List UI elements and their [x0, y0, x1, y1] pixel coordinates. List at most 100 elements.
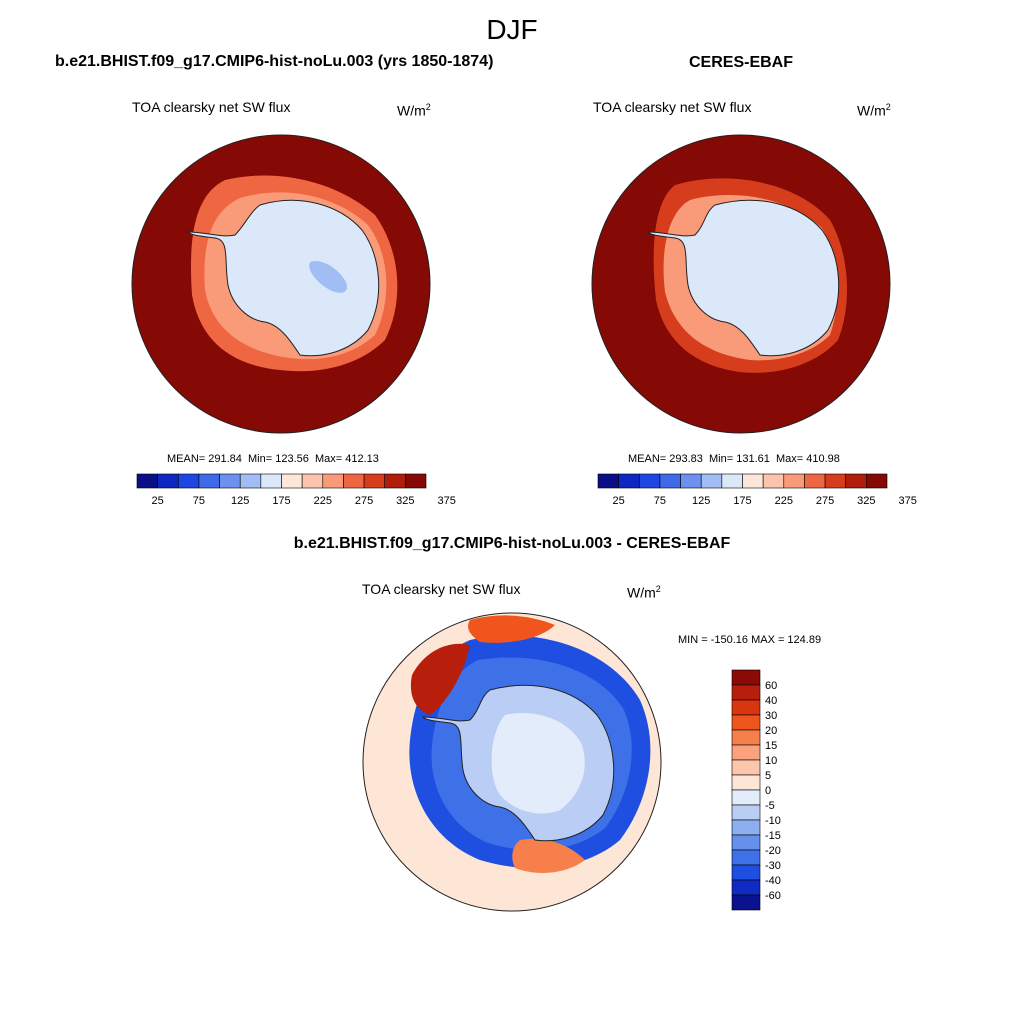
- obs-colorbar-tick-label: 225: [775, 495, 793, 507]
- obs-colorbar: 25 75 125 175 225 275 325 375: [597, 473, 917, 507]
- obs-colorbar-tick-label: 125: [692, 495, 710, 507]
- obs-colorbar-box: [783, 473, 805, 489]
- diff-colorbar-tick-label: 15: [765, 740, 777, 752]
- model-colorbar-box: [260, 473, 282, 489]
- diff-colorbar-box: [731, 864, 761, 881]
- diff-colorbar: 60 40 30 20 15 10 5 0 -5 -10 -15 -20 -30 -40 -60: [731, 669, 781, 911]
- model-colorbar-tick-label: 25: [152, 495, 164, 507]
- diff-units-base: W/m: [627, 584, 656, 601]
- model-colorbar: 25 75 125 175 225 275 325 375: [136, 473, 456, 507]
- obs-colorbar-tick-label: 375: [898, 495, 916, 507]
- diff-colorbar-box: [731, 819, 761, 836]
- obs-units-base: W/m: [857, 102, 886, 119]
- diff-colorbar-tick-label: -60: [765, 890, 781, 902]
- model-colorbar-box: [198, 473, 220, 489]
- obs-map-border: [591, 134, 891, 434]
- model-colorbar-box: [281, 473, 303, 489]
- model-stats: MEAN= 291.84 Min= 123.56 Max= 412.13: [167, 453, 379, 465]
- diff-colorbar-box: [731, 804, 761, 821]
- diff-colorbar-box: [731, 759, 761, 776]
- diff-colorbar-box: [731, 879, 761, 896]
- obs-colorbar-tick-label: 25: [613, 495, 625, 507]
- obs-colorbar-box: [845, 473, 867, 489]
- model-plateau: [309, 261, 348, 293]
- diff-colorbar-box: [731, 714, 761, 731]
- obs-stats: MEAN= 293.83 Min= 131.61 Max= 410.98: [628, 453, 840, 465]
- obs-coastline: [647, 199, 840, 357]
- diff-colorbar-tick-label: -5: [765, 800, 775, 812]
- diff-panel-title: b.e21.BHIST.f09_g17.CMIP6-hist-noLu.003 …: [293, 535, 731, 552]
- diff-colorbar-box: [731, 729, 761, 746]
- diff-colorbar-tick-label: -40: [765, 875, 781, 887]
- diff-colorbar-box: [731, 834, 761, 851]
- diff-colorbar-box: [731, 894, 761, 911]
- model-variable-label: TOA clearsky net SW flux: [132, 99, 291, 115]
- obs-colorbar-box: [762, 473, 785, 489]
- diff-variable-label: TOA clearsky net SW flux: [362, 581, 521, 597]
- obs-colorbar-box: [721, 473, 743, 489]
- model-colorbar-box: [405, 473, 427, 489]
- diff-coastline: [422, 684, 615, 842]
- model-colorbar-box: [384, 473, 406, 489]
- model-colorbar-box: [136, 473, 158, 489]
- model-panel-title: b.e21.BHIST.f09_g17.CMIP6-hist-noLu.003 …: [55, 53, 494, 70]
- diff-map: [363, 613, 661, 911]
- diff-colorbar-tick-label: -10: [765, 815, 781, 827]
- model-units-exp: 2: [425, 102, 431, 112]
- diff-colorbar-box: [731, 744, 761, 761]
- model-colorbar-tick-label: 125: [231, 495, 249, 507]
- model-map: [132, 135, 430, 433]
- model-colorbar-tick-label: 175: [272, 495, 290, 507]
- diff-colorbar-box: [731, 849, 761, 866]
- model-continent: [188, 200, 379, 356]
- obs-colorbar-tick-label: 175: [733, 495, 751, 507]
- obs-colorbar-box: [680, 473, 702, 489]
- obs-colorbar-box: [659, 473, 681, 489]
- model-colorbar-box: [239, 473, 262, 489]
- model-colorbar-box: [343, 473, 365, 489]
- obs-colorbar-box: [700, 473, 723, 489]
- diff-colorbar-box: [731, 669, 761, 686]
- diff-units: W/m2: [627, 584, 661, 601]
- obs-map: [592, 135, 890, 433]
- model-colorbar-box: [322, 473, 344, 489]
- diff-colorbar-box: [731, 774, 761, 791]
- obs-colorbar-tick-label: 75: [654, 495, 666, 507]
- obs-continent: [648, 200, 839, 356]
- diff-colorbar-tick-label: -15: [765, 830, 781, 842]
- diff-colorbar-tick-label: -30: [765, 860, 781, 872]
- model-coastline: [187, 199, 380, 357]
- model-units: W/m2: [397, 102, 431, 119]
- model-colorbar-tick-label: 75: [193, 495, 205, 507]
- obs-colorbar-box: [866, 473, 888, 489]
- diff-colorbar-box: [731, 699, 761, 716]
- diff-positive-patch-west: [410, 643, 470, 715]
- obs-variable-label: TOA clearsky net SW flux: [593, 99, 752, 115]
- obs-colorbar-box: [597, 473, 619, 489]
- obs-colorbar-box: [804, 473, 826, 489]
- model-colorbar-tick-label: 275: [355, 495, 373, 507]
- diff-colorbar-box: [731, 684, 761, 701]
- obs-colorbar-box: [824, 473, 847, 489]
- obs-colorbar-box: [742, 473, 764, 489]
- obs-colorbar-box: [618, 473, 640, 489]
- model-units-base: W/m: [397, 102, 426, 119]
- diff-colorbar-tick-label: 20: [765, 725, 777, 737]
- diff-positive-patch-south: [512, 838, 585, 873]
- diff-map-border: [362, 612, 662, 912]
- diff-stats: MIN = -150.16 MAX = 124.89: [678, 634, 822, 646]
- model-colorbar-box: [219, 473, 241, 489]
- model-colorbar-tick-label: 225: [314, 495, 332, 507]
- diff-interior: [491, 713, 585, 814]
- diff-positive-patch-north: [468, 615, 555, 643]
- obs-colorbar-tick-label: 275: [816, 495, 834, 507]
- model-colorbar-tick-label: 325: [396, 495, 414, 507]
- diff-colorbar-tick-label: 0: [765, 785, 771, 797]
- diff-colorbar-tick-label: 30: [765, 710, 777, 722]
- diff-colorbar-tick-label: 40: [765, 695, 777, 707]
- model-colorbar-box: [363, 473, 386, 489]
- obs-units: W/m2: [857, 102, 891, 119]
- diff-units-exp: 2: [655, 584, 661, 594]
- obs-panel-title: CERES-EBAF: [689, 54, 794, 71]
